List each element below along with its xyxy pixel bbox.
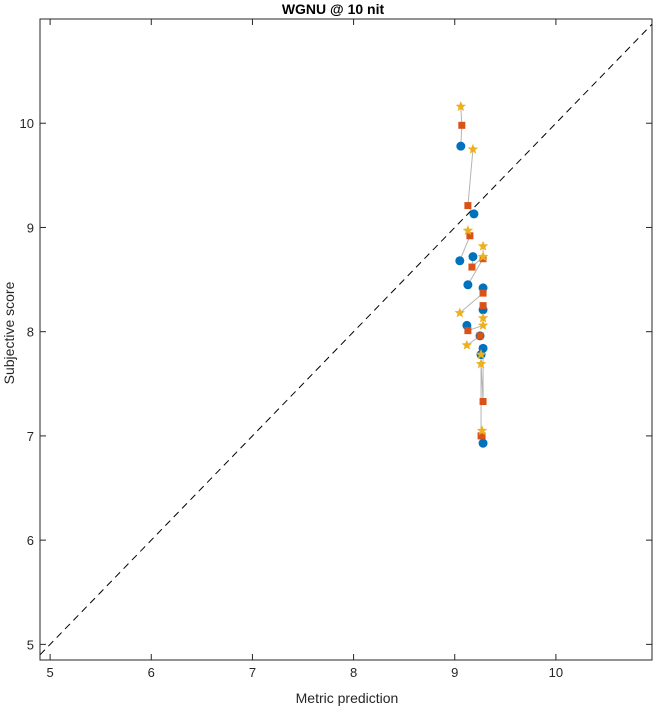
plot-frame (39, 18, 653, 661)
y-tick-label: 10 (20, 116, 34, 131)
square-point (479, 289, 487, 297)
square-point (466, 232, 474, 240)
square-point (464, 327, 472, 335)
circle-point (468, 252, 478, 262)
x-tick-label: 5 (46, 665, 53, 680)
circle-point (469, 209, 479, 219)
square-point (476, 332, 484, 340)
x-tick-label: 8 (350, 665, 357, 680)
square-point (468, 263, 476, 271)
x-axis-label: Metric prediction (296, 690, 399, 706)
star-point (476, 425, 488, 436)
square-point (464, 202, 472, 210)
x-tick-label: 6 (148, 665, 155, 680)
circle-point (463, 280, 473, 290)
diagonal-reference-line (39, 23, 653, 656)
star-point (455, 101, 467, 111)
star-point (454, 307, 466, 318)
star-point (467, 143, 479, 154)
tick-layer: 5 6 7 8 9 10 5 6 7 8 9 10 (20, 19, 652, 680)
square-point (478, 432, 486, 440)
star-point (477, 312, 489, 323)
star-point (475, 358, 487, 369)
circle-point (455, 256, 465, 266)
y-tick-label: 8 (27, 325, 34, 340)
circle-point (456, 141, 466, 151)
square-point (479, 302, 487, 310)
chart-title: WGNU @ 10 nit (282, 1, 385, 17)
y-tick-label: 6 (27, 533, 34, 548)
marker-layer (454, 101, 489, 448)
star-point (462, 225, 474, 236)
x-tick-label: 7 (249, 665, 256, 680)
y-tick-label: 7 (27, 429, 34, 444)
reference-line-layer (39, 23, 653, 656)
star-point (475, 349, 487, 360)
x-tick-label: 9 (451, 665, 458, 680)
star-point (477, 319, 489, 330)
star-point (461, 339, 473, 350)
plot-area-border (39, 18, 653, 661)
star-point (477, 240, 489, 251)
y-tick-label: 9 (27, 220, 34, 235)
square-point (458, 121, 466, 129)
x-tick-label: 10 (549, 665, 563, 680)
circle-point (478, 438, 488, 448)
star-point (477, 251, 489, 262)
square-point (479, 398, 487, 406)
y-axis-label: Subjective score (1, 281, 17, 384)
y-tick-label: 5 (27, 637, 34, 652)
